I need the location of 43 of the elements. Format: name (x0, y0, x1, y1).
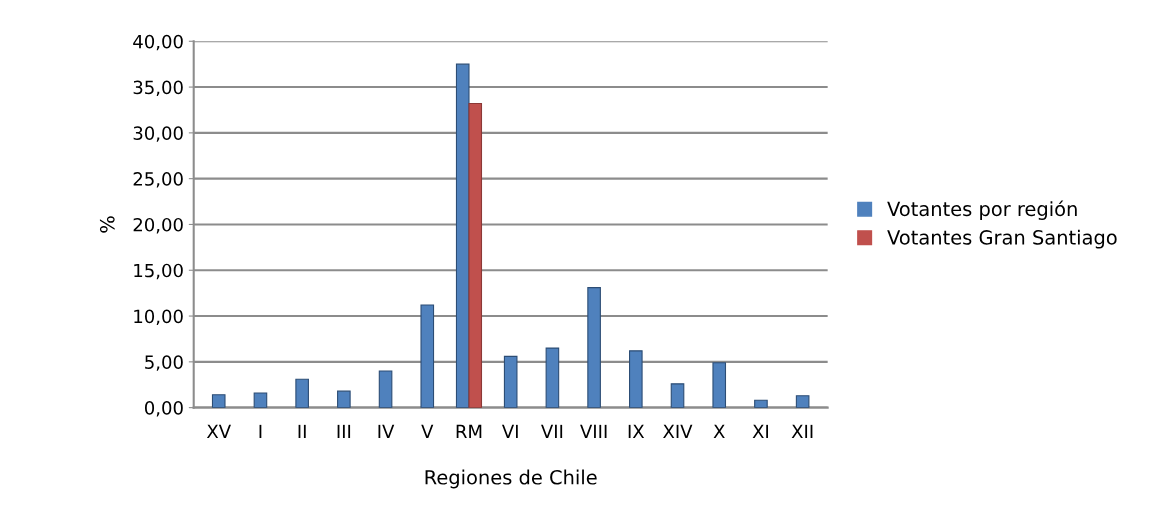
y-tick-label: 15,00 (134, 263, 183, 280)
x-axis-title: Regiones de Chile (425, 469, 597, 489)
bar (468, 103, 483, 408)
x-tick-label: I (259, 424, 262, 439)
x-tick-label: RM (456, 424, 482, 439)
bar (754, 399, 768, 408)
bar (587, 287, 601, 408)
y-tick-label: 0,00 (144, 401, 183, 417)
bar (503, 355, 518, 408)
bar (211, 394, 226, 408)
bar (420, 304, 435, 408)
y-tick-label: 10,00 (134, 309, 183, 326)
legend-label: Votantes por región (887, 200, 1077, 220)
bar (629, 350, 643, 408)
x-tick-label: IX (628, 424, 645, 439)
x-tick-label: IV (378, 424, 395, 439)
y-axis-title: % (99, 216, 115, 233)
bar (253, 392, 268, 408)
x-tick-label: XI (752, 424, 769, 439)
bar (670, 383, 685, 408)
x-tick-label: VI (501, 424, 518, 439)
y-tick-label: 5,00 (145, 355, 183, 371)
x-tick-label: III (337, 424, 351, 439)
y-tick-label: 30,00 (133, 126, 183, 142)
x-tick-label: XIV (663, 424, 693, 439)
y-tick-label: 25,00 (133, 172, 183, 188)
bar (295, 378, 309, 408)
y-tick-label: 35,00 (133, 80, 183, 97)
bar (337, 390, 351, 408)
y-tick-label: 20,00 (133, 217, 183, 234)
y-tick-label: 40,00 (133, 34, 183, 51)
bar (712, 362, 727, 408)
bar (795, 395, 810, 408)
legend-label: Votantes Gran Santiago (887, 229, 1117, 249)
x-tick-label: X (713, 424, 725, 439)
x-tick-label: XV (206, 424, 231, 439)
x-tick-label: VIII (580, 424, 607, 439)
bar (545, 347, 560, 408)
x-tick-label: II (298, 424, 306, 439)
x-tick-label: V (421, 424, 434, 439)
x-tick-label: VII (541, 424, 563, 439)
bar (378, 370, 393, 408)
x-tick-label: XII (791, 424, 813, 439)
